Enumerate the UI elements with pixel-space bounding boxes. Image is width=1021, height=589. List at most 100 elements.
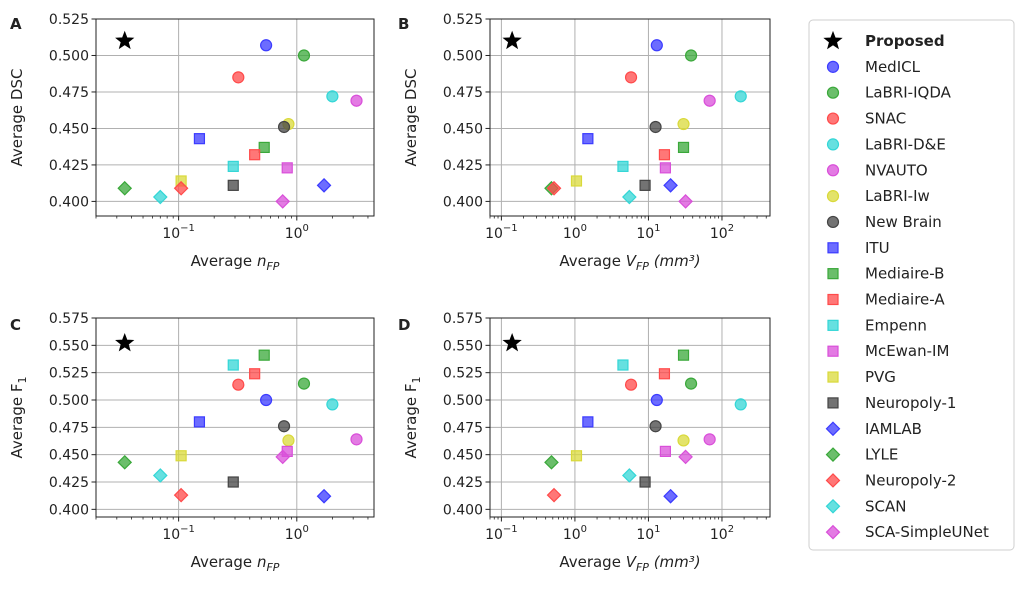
legend-label-sca-simpleunet: SCA-SimpleUNet <box>865 523 989 541</box>
point-itu <box>582 416 594 428</box>
y-tick-label: 0.575 <box>49 311 89 327</box>
y-axis-label: Average DSC <box>8 69 26 167</box>
point-scan <box>152 189 168 205</box>
legend-marker-mediaire-a <box>827 293 839 306</box>
legend-label-neuropoly-1: Neuropoly-1 <box>865 394 956 412</box>
legend-marker-snac <box>826 112 840 125</box>
x-axis-label: Average nFP <box>191 252 280 273</box>
legend-marker-lyle <box>825 447 841 462</box>
legend-frame <box>808 19 1015 551</box>
y-tick-label: 0.400 <box>443 502 483 518</box>
point-empenn <box>227 160 239 172</box>
point-mediaire-a <box>658 368 671 380</box>
legend-marker-empenn <box>827 319 839 331</box>
point-iamlab <box>316 178 332 193</box>
point-labri-iqda <box>684 377 698 390</box>
y-axis-label: Average F1 <box>402 377 423 459</box>
point-mediaire-b <box>258 349 270 361</box>
point-labri-dande <box>734 90 747 103</box>
point-nvauto <box>703 433 716 446</box>
panel-b: B 10−1 100 101 102 0.400 0.425 0.450 0.475 0.500 0… <box>398 12 771 273</box>
point-labri-iw <box>282 434 295 447</box>
legend-marker-new-brain <box>826 215 840 229</box>
legend-label-empenn: Empenn <box>865 316 927 334</box>
point-snac <box>624 378 638 391</box>
y-tick-label: 0.450 <box>443 121 483 137</box>
y-tick-label: 0.400 <box>49 194 89 210</box>
legend-label-neuropoly-2: Neuropoly-2 <box>865 471 956 489</box>
point-nvauto <box>703 94 716 107</box>
point-itu <box>193 133 206 145</box>
y-tick-label: 0.550 <box>49 338 89 354</box>
legend-label-mcewan-im: McEwan-IM <box>865 342 949 360</box>
point-labri-iw <box>677 117 690 131</box>
plot-frame <box>95 18 375 217</box>
legend-marker-pvg <box>827 371 839 383</box>
panel-letter: D <box>398 316 410 334</box>
point-new-brain <box>277 420 291 433</box>
legend-marker-labri-iw <box>826 190 840 203</box>
legend-marker-scan <box>825 498 841 514</box>
point-snac <box>232 71 245 84</box>
panel-c: C 10−1 100 0.400 0.425 0.450 0.475 0.500 0.525 0.… <box>8 311 375 574</box>
point-neuropoly-2 <box>546 487 562 503</box>
point-proposed <box>502 30 522 50</box>
point-sca-simpleunet <box>678 194 693 209</box>
point-mediaire-a <box>249 368 261 380</box>
legend-label-snac: SNAC <box>865 110 906 128</box>
point-labri-dande <box>734 398 747 411</box>
legend-label-scan: SCAN <box>865 497 906 515</box>
y-tick-label: 0.425 <box>49 475 89 491</box>
point-medicl <box>650 39 663 52</box>
y-tick-label: 0.450 <box>49 448 89 464</box>
plot-frame <box>489 317 771 518</box>
plot-frame <box>489 18 771 217</box>
point-sca-simpleunet <box>275 449 291 465</box>
x-tick-label: 102 <box>710 223 734 242</box>
y-tick-label: 0.400 <box>443 194 483 210</box>
point-labri-iw <box>677 434 690 447</box>
point-new-brain <box>649 420 662 433</box>
y-tick-label: 0.475 <box>49 85 89 101</box>
y-tick-label: 0.525 <box>49 12 89 28</box>
y-tick-label: 0.500 <box>443 48 483 64</box>
legend-marker-neuropoly-1 <box>827 397 839 409</box>
point-mediaire-b <box>677 141 690 154</box>
panel-d: D 10−1 100 101 102 0.400 0.425 0.450 0.475 0.500 0… <box>398 311 771 574</box>
x-tick-label: 101 <box>636 223 660 242</box>
point-sca-simpleunet <box>275 194 291 209</box>
legend-marker-proposed <box>823 30 843 50</box>
point-neuropoly-2 <box>546 180 562 196</box>
y-tick-label: 0.425 <box>443 158 483 174</box>
point-neuropoly-2 <box>173 487 189 503</box>
x-axis-label: Average VFP (mm³) <box>559 553 700 574</box>
y-tick-label: 0.425 <box>49 158 89 174</box>
point-iamlab <box>663 488 678 504</box>
point-labri-dande <box>326 398 339 411</box>
point-lyle <box>117 180 133 196</box>
x-axis-label: Average VFP (mm³) <box>559 252 700 273</box>
y-tick-label: 0.500 <box>443 393 483 409</box>
point-mcewan-im <box>659 445 671 457</box>
point-labri-iqda <box>297 377 311 390</box>
x-tick-label: 100 <box>563 524 587 543</box>
plot-frame <box>95 317 375 518</box>
legend-marker-iamlab <box>825 421 841 437</box>
legend-marker-neuropoly-2 <box>825 473 841 488</box>
legend-marker-itu <box>827 242 839 254</box>
point-iamlab <box>316 488 332 504</box>
panel-letter: C <box>10 316 21 334</box>
point-scan <box>152 468 168 483</box>
point-new-brain <box>649 120 662 134</box>
panel-letter: A <box>10 15 22 33</box>
legend-label-labri-iqda: LaBRI-IQDA <box>865 84 952 102</box>
legend: Proposed MedICL LaBRI-IQDA SNAC LaBRI-D&E NVA… <box>808 19 1015 551</box>
point-medicl <box>260 39 273 52</box>
point-empenn <box>617 359 629 371</box>
x-tick-label: 10−1 <box>485 223 518 242</box>
point-itu <box>193 416 206 428</box>
y-tick-label: 0.550 <box>443 338 483 354</box>
legend-label-labri-dande: LaBRI-D&E <box>865 135 946 153</box>
y-tick-label: 0.500 <box>49 48 89 64</box>
